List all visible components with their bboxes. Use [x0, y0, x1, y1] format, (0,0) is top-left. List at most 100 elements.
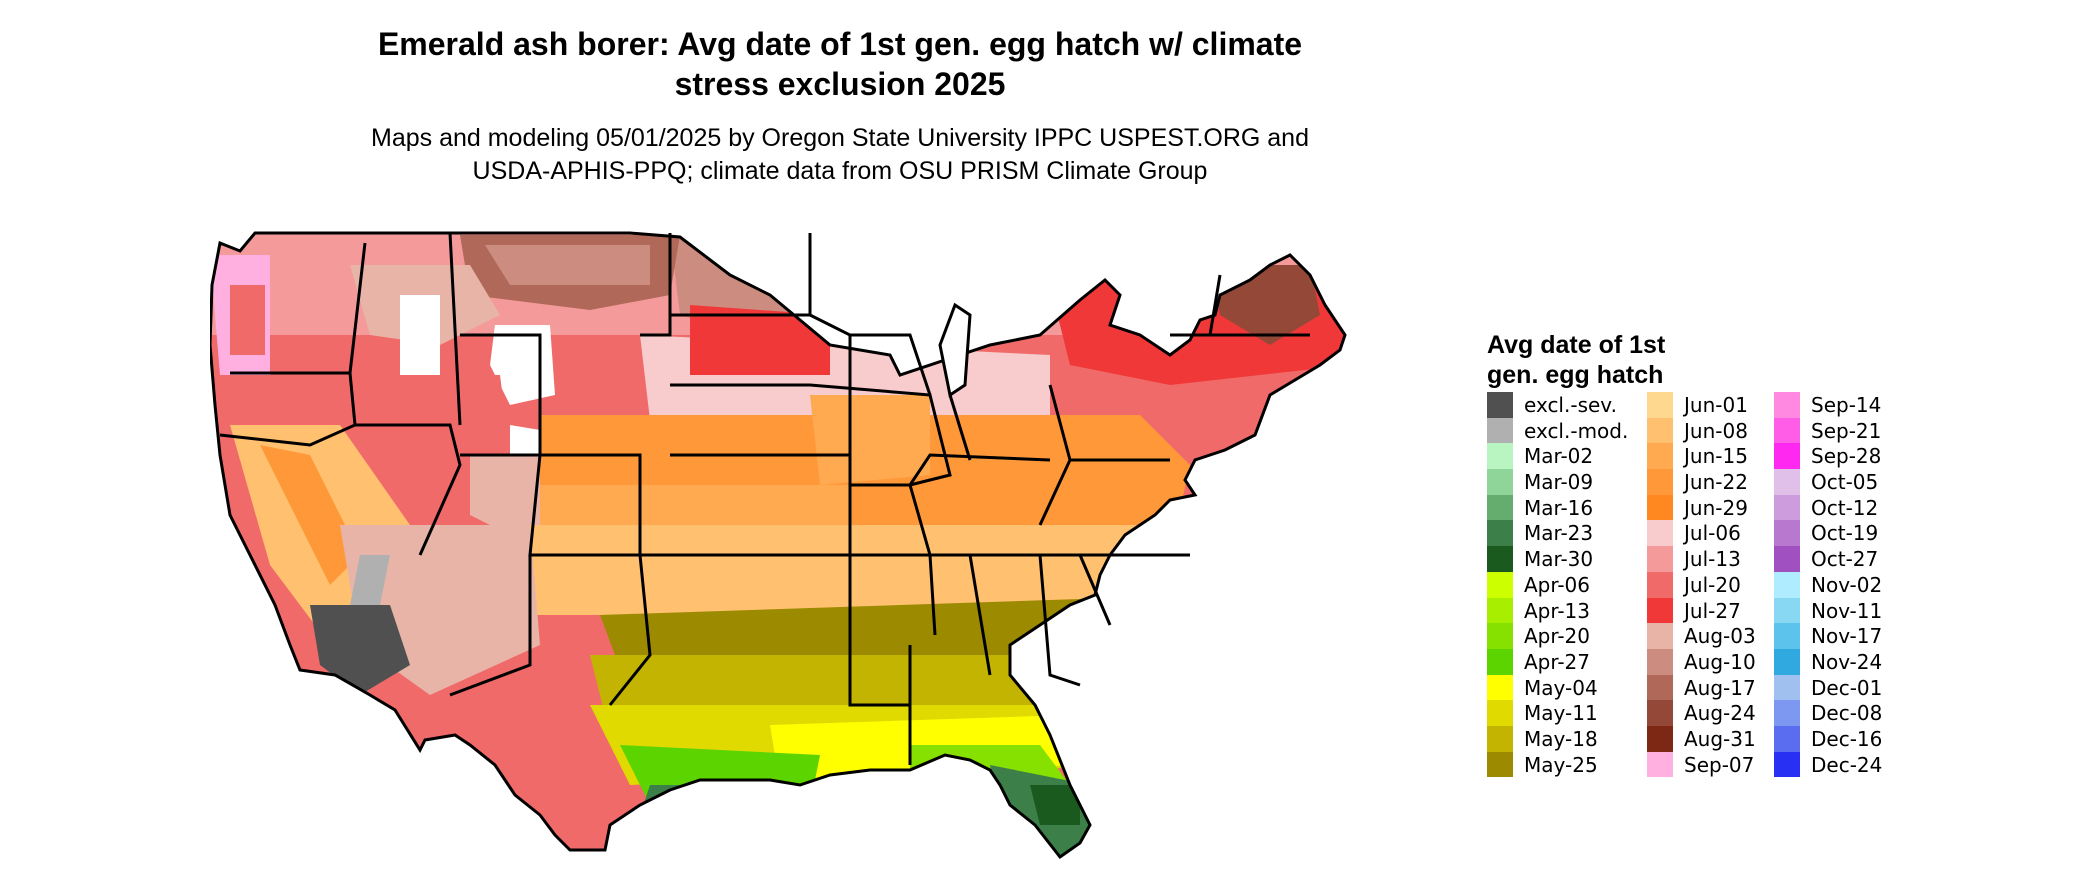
- legend-swatch: [1647, 469, 1673, 495]
- legend-swatch: [1647, 494, 1673, 521]
- legend-label: Sep-21: [1811, 418, 1882, 443]
- legend-swatch: [1487, 700, 1513, 726]
- legend-swatch: [1774, 546, 1800, 572]
- legend-label: Aug-24: [1684, 701, 1756, 726]
- legend-swatch: [1774, 751, 1800, 778]
- legend-label: Aug-10: [1684, 649, 1756, 674]
- legend-swatch: [1647, 648, 1673, 675]
- legend-swatch: [1647, 443, 1673, 470]
- legend-label: Dec-16: [1811, 726, 1883, 751]
- legend-swatch: [1487, 494, 1513, 521]
- legend-label: Jun-01: [1684, 393, 1748, 417]
- hatch-date-raster: [210, 233, 1345, 857]
- legend-label: May-18: [1524, 726, 1598, 751]
- legend-swatch: [1487, 751, 1513, 778]
- legend-label: Aug-03: [1684, 624, 1756, 649]
- legend-swatch: [1487, 674, 1513, 701]
- legend-label: Jul-13: [1684, 547, 1741, 572]
- legend-title: Avg date of 1st gen. egg hatch: [1487, 330, 1727, 390]
- legend-label: Mar-23: [1524, 521, 1594, 546]
- legend-swatch: [1647, 674, 1673, 701]
- map-title-line-2: stress exclusion 2025: [674, 66, 1006, 102]
- great-lakes: [938, 302, 972, 398]
- legend-label: Sep-14: [1811, 393, 1882, 417]
- legend-label: Jun-29: [1684, 495, 1748, 520]
- legend-swatch: [1774, 392, 1800, 418]
- legend-swatch: [1774, 520, 1800, 547]
- legend-label: Jun-15: [1684, 444, 1748, 469]
- legend-label: Apr-13: [1524, 598, 1590, 623]
- legend-swatch: [1487, 469, 1513, 495]
- legend-label: Dec-01: [1811, 675, 1883, 700]
- state-boundaries: [210, 231, 1347, 859]
- legend-label: Jun-22: [1684, 470, 1748, 495]
- legend-swatch: [1647, 751, 1673, 778]
- legend-swatch: [1647, 417, 1673, 444]
- legend-label: Oct-19: [1811, 521, 1879, 546]
- legend-label: Nov-11: [1811, 598, 1883, 623]
- legend-swatch: [1774, 674, 1800, 701]
- legend-swatch: [1774, 725, 1800, 752]
- legend-swatch: [1774, 648, 1800, 675]
- legend-swatch: [1647, 623, 1673, 649]
- legend-label: Dec-08: [1811, 701, 1883, 726]
- map-title-line-1: Emerald ash borer: Avg date of 1st gen. …: [377, 26, 1303, 62]
- legend-label: Sep-28: [1811, 444, 1882, 469]
- legend-swatch: [1774, 597, 1800, 624]
- legend-label: excl.-mod.: [1524, 418, 1629, 443]
- legend-label: excl.-sev.: [1524, 393, 1617, 417]
- legend-label: Aug-17: [1684, 675, 1756, 700]
- legend-swatch: [1487, 546, 1513, 572]
- legend-label: Nov-17: [1811, 624, 1883, 649]
- legend-label: Mar-09: [1524, 470, 1594, 495]
- legend-title-line-2: gen. egg hatch: [1487, 361, 1664, 389]
- legend-label: Oct-05: [1811, 470, 1879, 495]
- legend-label: Oct-12: [1811, 495, 1879, 520]
- legend-label: Apr-06: [1524, 572, 1590, 597]
- legend-label: Mar-16: [1524, 495, 1594, 520]
- legend-label: May-04: [1524, 675, 1598, 700]
- map-subtitle-line-2: USDA-APHIS-PPQ; climate data from OSU PR…: [472, 157, 1208, 185]
- legend-swatch: [1647, 725, 1673, 752]
- legend-label: Jul-20: [1684, 572, 1741, 597]
- legend-swatch: [1647, 597, 1673, 624]
- legend-swatch: [1774, 443, 1800, 470]
- legend-swatch: [1774, 700, 1800, 726]
- legend-swatch: [1647, 392, 1673, 418]
- legend-label: Dec-24: [1811, 752, 1883, 777]
- map-title: Emerald ash borer: Avg date of 1st gen. …: [300, 24, 1380, 104]
- legend-swatch: [1487, 597, 1513, 624]
- legend-label: Aug-31: [1684, 726, 1756, 751]
- map-subtitle-line-1: Maps and modeling 05/01/2025 by Oregon S…: [371, 124, 1309, 152]
- legend-label: Oct-27: [1811, 547, 1879, 572]
- legend-label: Mar-02: [1524, 444, 1594, 469]
- legend-label: Jun-08: [1684, 418, 1748, 443]
- legend-label: May-25: [1524, 752, 1598, 777]
- legend-swatch: [1774, 494, 1800, 521]
- legend-swatch: [1487, 520, 1513, 547]
- legend-swatch: [1487, 571, 1513, 598]
- legend-swatch: [1647, 700, 1673, 726]
- legend-label: Nov-24: [1811, 649, 1883, 674]
- legend-title-line-1: Avg date of 1st: [1487, 331, 1666, 359]
- legend-label: Nov-02: [1811, 572, 1883, 597]
- legend-swatch: [1774, 623, 1800, 649]
- legend-swatch: [1647, 520, 1673, 547]
- legend-swatch: [1487, 623, 1513, 649]
- us-hatch-date-map: [210, 231, 1347, 859]
- legend-label: May-11: [1524, 701, 1598, 726]
- legend-label: Jul-27: [1684, 598, 1741, 623]
- legend-swatch: [1774, 469, 1800, 495]
- legend-swatch: [1647, 571, 1673, 598]
- legend-swatch: [1487, 392, 1513, 418]
- legend-label: Apr-27: [1524, 649, 1590, 674]
- legend-swatch: [1647, 546, 1673, 572]
- map-subtitle: Maps and modeling 05/01/2025 by Oregon S…: [250, 122, 1430, 188]
- legend-swatch: [1487, 648, 1513, 675]
- legend-swatch: [1487, 725, 1513, 752]
- legend-label: Sep-07: [1684, 752, 1755, 777]
- legend-swatch: [1487, 443, 1513, 470]
- legend-swatch: [1774, 571, 1800, 598]
- legend-label: Jul-06: [1684, 521, 1741, 546]
- legend-label: Mar-30: [1524, 547, 1594, 572]
